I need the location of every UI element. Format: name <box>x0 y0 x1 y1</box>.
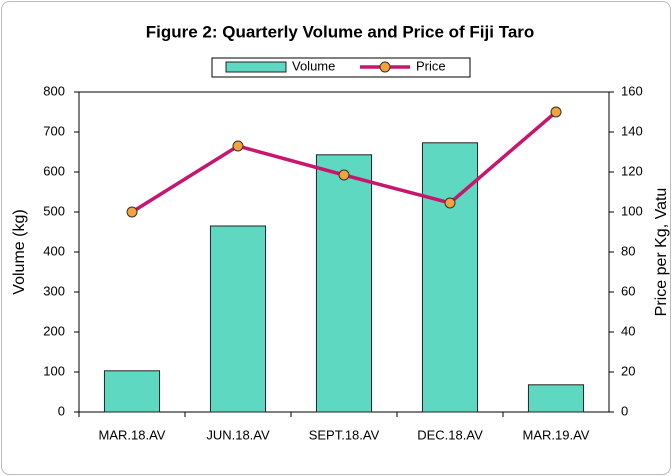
price-marker <box>338 169 350 181</box>
y-tick-label: 200 <box>43 323 65 338</box>
y-tick-label: 300 <box>43 283 65 298</box>
y-axis-title: Volume (kg) <box>11 209 28 294</box>
x-tick-label: MAR.19.AV <box>523 427 590 442</box>
bar <box>103 370 161 413</box>
x-tick-label: DEC.18.AV <box>417 427 483 442</box>
legend-marker <box>379 61 391 73</box>
y-tick-label: 100 <box>43 363 65 378</box>
y2-tick-label: 160 <box>621 83 643 98</box>
bar <box>421 142 479 413</box>
chart-title: Figure 2: Quarterly Volume and Price of … <box>146 22 535 41</box>
bar <box>527 384 585 413</box>
y-tick-label: 600 <box>43 163 65 178</box>
x-tick-label: MAR.18.AV <box>99 427 166 442</box>
y2-tick-label: 40 <box>621 323 635 338</box>
y2-axis-title: Price per Kg, Vatu <box>653 188 670 317</box>
price-marker <box>232 140 244 152</box>
y-tick-label: 400 <box>43 243 65 258</box>
legend-label: Volume <box>292 58 335 73</box>
price-marker <box>444 197 456 209</box>
y2-tick-label: 140 <box>621 123 643 138</box>
y-tick-label: 500 <box>43 203 65 218</box>
x-tick-label: JUN.18.AV <box>206 427 270 442</box>
legend-label: Price <box>416 58 446 73</box>
y2-tick-label: 0 <box>621 403 628 418</box>
y-tick-label: 700 <box>43 123 65 138</box>
y-tick-label: 800 <box>43 83 65 98</box>
x-tick-label: SEPT.18.AV <box>309 427 380 442</box>
y2-tick-label: 60 <box>621 283 635 298</box>
y2-tick-label: 100 <box>621 203 643 218</box>
price-marker <box>550 106 562 118</box>
y2-tick-label: 120 <box>621 163 643 178</box>
bar <box>209 225 267 413</box>
price-marker <box>126 206 138 218</box>
bar <box>315 154 373 413</box>
y-tick-label: 0 <box>58 403 65 418</box>
y2-tick-label: 20 <box>621 363 635 378</box>
legend-swatch <box>225 61 287 73</box>
y2-tick-label: 80 <box>621 243 635 258</box>
